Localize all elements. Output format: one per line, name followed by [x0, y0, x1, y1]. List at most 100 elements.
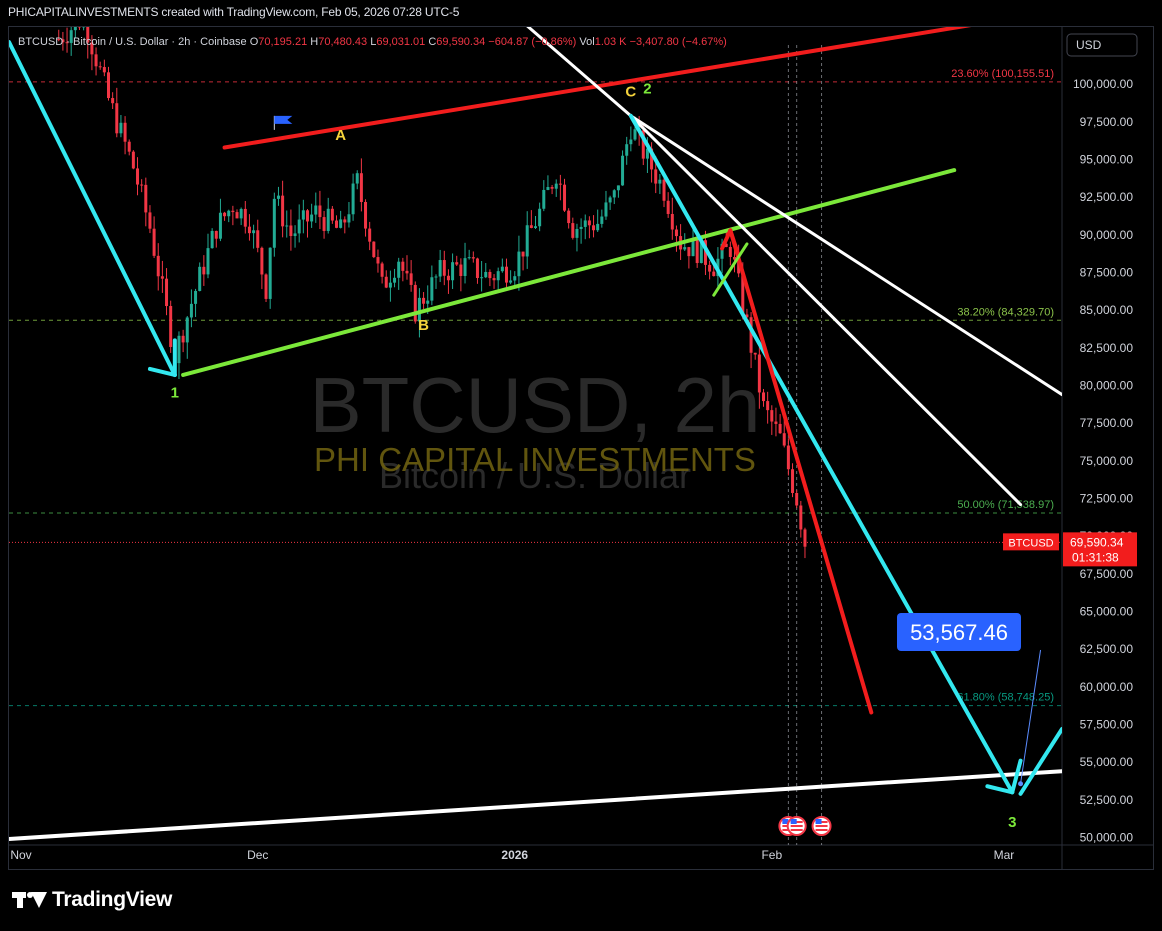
candle-body: [500, 266, 504, 272]
candle-body: [413, 284, 417, 322]
tradingview-logo-icon: [12, 889, 47, 911]
fib-label-2: 50.00% (71,538.97): [957, 499, 1054, 511]
fib-label-3: 61.80% (58,748.25): [957, 692, 1054, 704]
cyan-wave-4-line: [1018, 727, 1062, 796]
candle-body: [123, 122, 127, 142]
candle-body: [65, 42, 69, 44]
candle-body: [397, 261, 401, 278]
ohlc-legend-text: BTCUSD · Bitcoin / U.S. Dollar · 2h · Co…: [18, 36, 727, 48]
candle-body: [160, 276, 164, 279]
candle-body: [239, 208, 243, 219]
legend-part: 70,195.21: [258, 36, 310, 48]
candle-body: [318, 205, 322, 218]
candle-body: [202, 266, 206, 275]
candle-body: [728, 246, 732, 257]
candle-body: [766, 401, 770, 411]
candle-body: [314, 205, 318, 215]
candle-body: [351, 183, 355, 215]
candle-body: [683, 247, 687, 250]
time-tick-label: Nov: [10, 848, 31, 862]
candle-body: [558, 183, 562, 185]
candle-body: [799, 505, 803, 530]
candle-body: [61, 39, 65, 43]
legend-part: BTCUSD · Bitcoin / U.S. Dollar · 2h · Co…: [18, 36, 250, 48]
price-tick-label: 55,000.00: [1080, 755, 1134, 769]
price-tick-label: 85,000.00: [1080, 303, 1134, 317]
candle-body: [463, 258, 467, 276]
tradingview-brand: TradingView: [52, 888, 173, 911]
price-tick-label: 65,000.00: [1080, 605, 1134, 619]
tradingview-logo[interactable]: TradingView: [12, 888, 172, 912]
candle-body: [666, 200, 670, 214]
candle-body: [227, 210, 231, 217]
candle-body: [699, 240, 703, 264]
legend-part: C: [428, 36, 436, 48]
candle-body: [305, 210, 309, 222]
candle-body: [600, 216, 604, 224]
candle-body: [687, 247, 691, 257]
candle-body: [165, 278, 169, 307]
candle-body: [438, 260, 442, 277]
candles: [57, 27, 807, 559]
cyan-wave-3-line: [628, 113, 1015, 795]
flag-icon: [274, 115, 293, 124]
economic-event-icon-2: [811, 816, 832, 836]
candle-body: [608, 197, 612, 203]
currency-button-bg[interactable]: [1066, 33, 1138, 57]
candle-body: [484, 271, 488, 278]
candle-body: [364, 201, 368, 229]
candle-body: [654, 169, 658, 184]
legend-part: 1.03 K: [595, 36, 630, 48]
candle-body: [691, 238, 695, 257]
candle-body: [247, 226, 251, 234]
legend-part: L: [370, 36, 376, 48]
candle-body: [111, 98, 115, 104]
candle-body: [724, 243, 728, 247]
economic-event-icon-1: [786, 816, 807, 836]
candle-body: [492, 278, 496, 281]
candle-body: [210, 230, 214, 249]
candle-body: [737, 259, 741, 274]
candle-body: [803, 529, 807, 547]
candle-body: [198, 266, 202, 291]
candle-body: [616, 185, 620, 191]
time-axis: Nov Dec 2026 Feb Mar: [10, 848, 1014, 862]
candle-body: [322, 217, 326, 231]
candle-body: [480, 277, 484, 279]
candle-body: [218, 212, 222, 239]
symbol-badge-bg: [1003, 533, 1059, 551]
legend-part: 69,590.34: [436, 36, 488, 48]
candle-body: [372, 241, 376, 258]
candle-body: [98, 66, 102, 68]
candle-body: [670, 213, 674, 230]
candle-body: [629, 139, 633, 145]
candle-body: [177, 335, 181, 364]
price-tick-label: 100,000.00: [1073, 77, 1133, 91]
legend-part: O: [250, 36, 259, 48]
candle-body: [534, 226, 537, 228]
candle-body: [542, 189, 546, 209]
red-projection-head-b: [720, 228, 733, 251]
candle-body: [757, 354, 761, 393]
candle-body: [335, 220, 339, 228]
candle-body: [633, 129, 637, 140]
candle-body: [782, 433, 786, 446]
white-trendline-upper: [629, 114, 1062, 397]
cyan-wave-3-head-a: [985, 784, 1015, 795]
price-tick-label: 80,000.00: [1080, 379, 1134, 393]
flag-canton: [790, 819, 797, 824]
candle-body: [786, 445, 790, 470]
watermark-description: Bitcoin / U.S. Dollar: [379, 455, 691, 496]
candle-body: [90, 42, 94, 55]
candle-body: [106, 72, 110, 99]
candle-body: [434, 276, 438, 278]
candle-body: [791, 469, 795, 493]
candle-body: [243, 208, 247, 227]
cyan-wave-1-line: [9, 40, 177, 377]
candle-body: [641, 130, 645, 159]
candle-body: [720, 243, 724, 259]
candle-body: [310, 214, 314, 222]
candle-body: [115, 103, 119, 134]
candle-body: [127, 141, 131, 152]
